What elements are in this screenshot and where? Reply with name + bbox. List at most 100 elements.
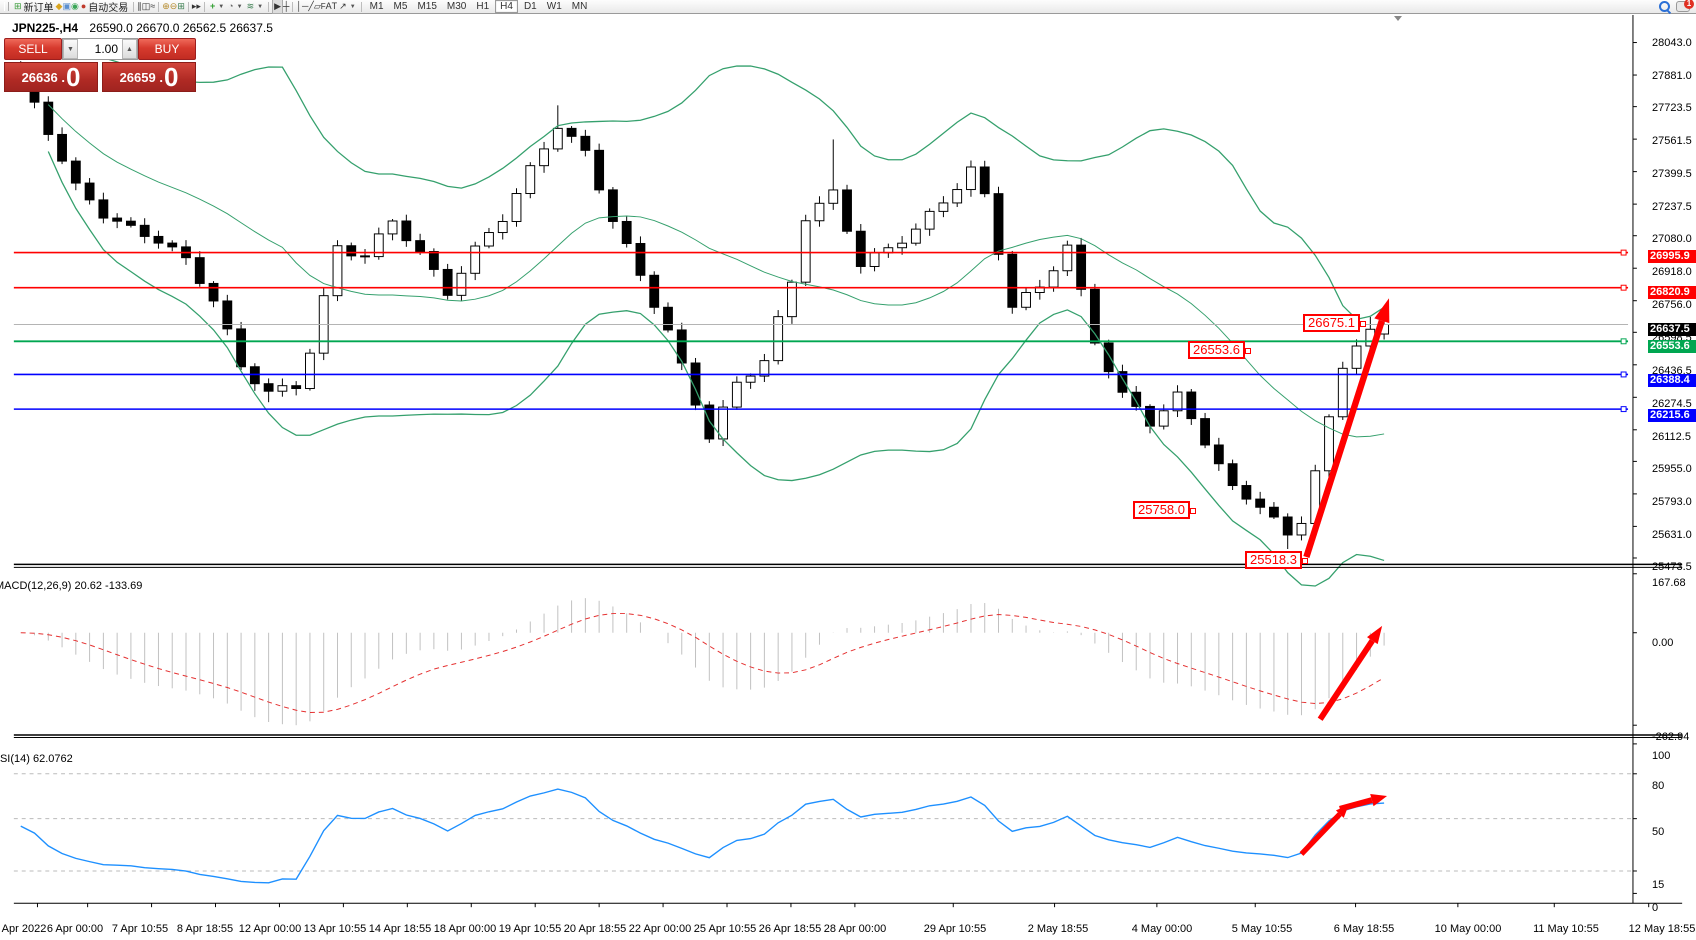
add-indicator-icon: + [209, 1, 216, 11]
candlestick-chart-icon[interactable]: ◫ [141, 1, 151, 11]
cursor-icon[interactable]: ▶ [272, 0, 283, 14]
price-annotation-label[interactable]: 25758.0 [1133, 501, 1196, 519]
signal-icon[interactable]: ◉ [70, 1, 79, 11]
chevron-down-icon: ▼ [236, 3, 243, 10]
text-icon[interactable]: A [325, 1, 332, 11]
price-tick-label: 27723.5 [1652, 102, 1692, 115]
rsi-indicator-label: RSI(14) 62.0762 [0, 753, 73, 765]
line-chart-icon[interactable]: ≈ [150, 1, 156, 11]
vertical-line-icon[interactable]: │ [296, 1, 302, 11]
rsi-tick-label: 15 [1652, 879, 1665, 892]
timeframe-m1[interactable]: M1 [369, 1, 384, 12]
rsi-line [20, 788, 1385, 884]
toolbar-separator [187, 1, 189, 12]
rsi-tick-label: 100 [1652, 750, 1671, 762]
rsi-tick-label: 0 [1652, 902, 1659, 914]
level-price-badge[interactable]: 26388.4 [1648, 373, 1696, 387]
sell-price-big-digit: 0 [65, 62, 81, 92]
macd-tick-label: 0.00 [1652, 637, 1674, 649]
autotrading-button[interactable]: ● 自动交易 [79, 0, 130, 14]
buy-price-box[interactable]: 26659 . 0 [102, 62, 196, 92]
date-label: 20 Apr 18:55 [563, 923, 627, 935]
chart-shift-marker[interactable] [1394, 16, 1402, 21]
date-label: 19 Apr 10:55 [498, 923, 562, 935]
timeframe-m5[interactable]: M5 [393, 1, 408, 12]
date-label: 11 May 10:55 [1533, 923, 1599, 935]
date-label: 13 Apr 10:55 [303, 923, 367, 935]
bar-chart-icon[interactable]: ∥ [137, 1, 142, 11]
notifications-icon[interactable]: 1 [1676, 0, 1694, 12]
price-annotation-label[interactable]: 26553.6 [1188, 341, 1251, 359]
chevron-down-icon: ▼ [257, 3, 264, 10]
buy-price: 26659 . [119, 70, 163, 85]
terminal-icon[interactable]: ▣ [62, 1, 71, 11]
timeframe-mn[interactable]: MN [571, 1, 588, 12]
timeframe-h4[interactable]: H4 [495, 0, 518, 13]
timeframe-h1[interactable]: H1 [476, 1, 490, 12]
deposit-icon[interactable]: ◆ [55, 1, 63, 11]
date-label: 26 Apr 18:55 [758, 923, 822, 935]
trend-arrow[interactable] [1303, 298, 1390, 558]
date-label: 2 May 18:55 [1027, 923, 1089, 935]
horizontal-level-lines[interactable] [13, 249, 1629, 413]
template-icon: ≋ [246, 1, 255, 11]
macd-signal-line [20, 613, 1385, 714]
volume-decrease-button[interactable]: ▼ [63, 39, 78, 59]
tile-windows-icon[interactable]: ⊞ [177, 1, 185, 11]
buy-button[interactable]: BUY [138, 38, 196, 60]
zoom-out-icon[interactable]: ⊖ [169, 1, 178, 11]
toolbar-grip[interactable] [4, 2, 9, 11]
volume-increase-button[interactable]: ▲ [122, 39, 137, 59]
volume-stepper: ▼ 1.00 ▲ [62, 38, 138, 60]
price-tick-label: 26436.5 [1652, 364, 1692, 377]
timeframe-m15[interactable]: M15 [417, 1, 437, 12]
trend-arrow[interactable] [1339, 793, 1388, 812]
zoom-in-icon[interactable]: ⊕ [162, 1, 170, 11]
level-price-badge[interactable]: 26553.6 [1648, 340, 1696, 354]
price-tick-label: 25793.0 [1652, 495, 1692, 508]
price-tick-label: 27399.5 [1652, 168, 1692, 181]
date-label: 25 Apr 10:55 [693, 923, 757, 935]
date-label: 7 Apr 10:55 [111, 923, 169, 935]
current-price-badge[interactable]: 26637.5 [1648, 323, 1696, 337]
timeframe-d1[interactable]: D1 [523, 1, 537, 12]
sell-price-box[interactable]: 26636 . 0 [4, 62, 98, 92]
date-label: 8 Apr 18:55 [176, 923, 234, 935]
timeframe-w1[interactable]: W1 [546, 1, 562, 12]
trend-arrow[interactable] [1317, 625, 1383, 721]
timeframe-m30[interactable]: M30 [446, 1, 467, 12]
new-order-button[interactable]: ⊞ 新订单 [12, 0, 56, 14]
trend-arrow[interactable] [1299, 804, 1349, 856]
arrows-menu-button[interactable]: ↗ ▼ [337, 0, 358, 13]
volume-input[interactable]: 1.00 [94, 42, 118, 56]
level-price-badge[interactable]: 26995.9 [1648, 250, 1696, 264]
chart-shift-icon[interactable]: ▸ [196, 1, 201, 11]
price-tick-label: 25955.0 [1652, 462, 1692, 475]
trendline-icon[interactable]: ╱ [308, 1, 314, 11]
period-menu-button[interactable]: ◔ ▼ [226, 0, 244, 13]
toolbar-separator [158, 1, 160, 12]
text-label-icon[interactable]: T [331, 1, 338, 11]
template-menu-button[interactable]: ≋ ▼ [245, 0, 266, 13]
candles [15, 61, 1390, 549]
horizontal-line-icon[interactable]: ─ [302, 1, 309, 11]
price-chart-canvas[interactable] [0, 15, 1696, 918]
fibonacci-icon[interactable]: F [320, 2, 326, 11]
auto-scroll-icon[interactable]: ▸ [191, 1, 197, 11]
level-price-badge[interactable]: 26820.9 [1648, 285, 1696, 299]
level-price-badge[interactable]: 26215.6 [1648, 409, 1696, 423]
price-tick-label: 26274.5 [1652, 397, 1692, 410]
add-indicator-button[interactable]: + ▼ [208, 0, 226, 13]
sell-button[interactable]: SELL [4, 38, 62, 60]
price-annotation-label[interactable]: 25518.3 [1245, 551, 1308, 569]
price-tick-label: 26756.0 [1652, 299, 1692, 312]
channel-icon[interactable]: ▱ [313, 1, 321, 11]
crosshair-icon[interactable]: ┼ [282, 1, 290, 11]
price-annotation-label[interactable]: 26675.1 [1303, 314, 1366, 332]
date-label: 10 May 00:00 [1434, 923, 1502, 935]
date-label: 4 May 00:00 [1131, 923, 1193, 935]
search-icon[interactable] [1659, 1, 1670, 12]
notification-badge: 1 [1684, 0, 1694, 9]
price-tick-label: 27080.0 [1652, 233, 1692, 246]
